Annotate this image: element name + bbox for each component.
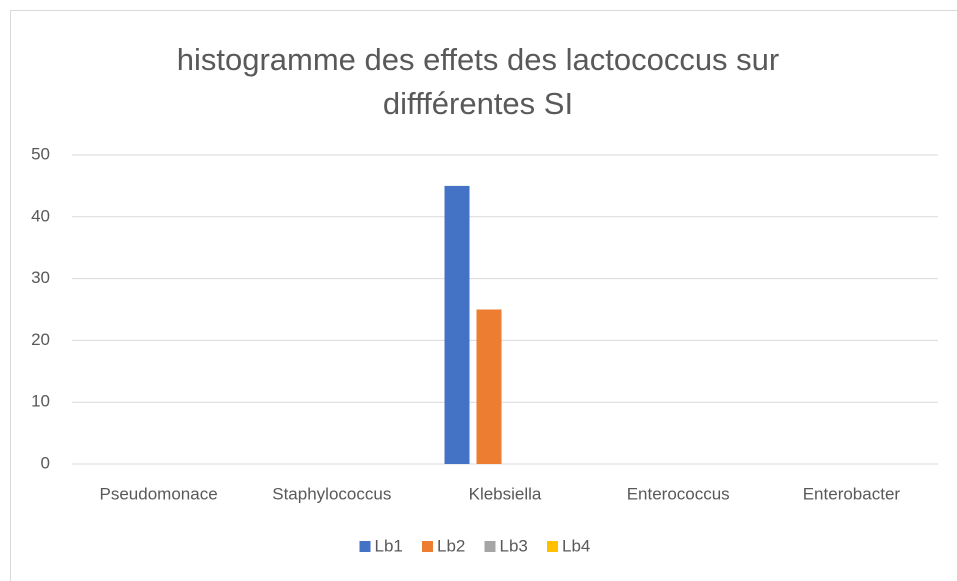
legend-swatch — [484, 541, 496, 552]
bar — [444, 185, 470, 464]
bar — [476, 309, 502, 464]
x-tick-label: Enterococcus — [627, 484, 730, 503]
y-tick-label: 30 — [31, 268, 50, 287]
chart-frame — [10, 10, 957, 581]
x-tick-label: Klebsiella — [469, 484, 542, 503]
y-tick-label: 50 — [31, 144, 50, 163]
legend-label: Lb2 — [437, 536, 465, 555]
y-tick-label: 0 — [41, 453, 50, 472]
legend-swatch — [547, 541, 558, 552]
x-tick-label: Pseudomonace — [100, 484, 218, 503]
legend-swatch — [422, 541, 433, 552]
y-tick-label: 10 — [31, 392, 50, 411]
y-tick-label: 20 — [31, 330, 50, 349]
legend-label: Lb4 — [562, 536, 590, 555]
y-tick-label: 40 — [31, 206, 50, 225]
legend-label: Lb3 — [500, 536, 528, 555]
chart-title: histogramme des effets des lactococcus s… — [176, 42, 780, 121]
x-tick-label: Enterobacter — [803, 484, 901, 503]
legend-swatch — [359, 541, 371, 552]
x-tick-label: Staphylococcus — [272, 484, 391, 503]
legend-label: Lb1 — [375, 536, 403, 555]
